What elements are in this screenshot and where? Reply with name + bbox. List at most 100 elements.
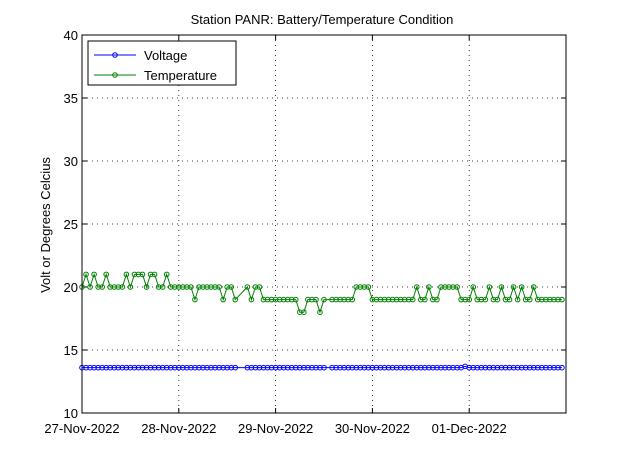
x-tick-label: 27-Nov-2022: [44, 421, 119, 436]
voltage-point: [494, 364, 501, 371]
voltage-point: [95, 364, 101, 371]
temperature-point: [462, 296, 468, 303]
temperature-point: [244, 284, 251, 290]
voltage-point: [381, 364, 388, 371]
temperature-point: [361, 284, 368, 290]
temperature-point: [284, 296, 291, 303]
temperature-point: [83, 271, 89, 278]
voltage-point: [450, 364, 456, 371]
temperature-point: [357, 284, 364, 290]
voltage-point: [139, 364, 146, 371]
temperature-point: [212, 284, 218, 290]
temperature-point: [220, 296, 226, 303]
voltage-point: [337, 364, 343, 371]
voltage-point: [426, 364, 432, 371]
voltage-point: [127, 364, 134, 371]
voltage-point: [264, 364, 271, 371]
temperature-point: [180, 284, 186, 290]
voltage-point: [530, 364, 537, 371]
y-tick-label: 40: [64, 28, 78, 43]
x-tick-label: 30-Nov-2022: [335, 421, 410, 436]
temperature-point: [413, 284, 420, 290]
temperature-point: [353, 284, 360, 290]
voltage-point: [353, 364, 360, 371]
y-tick-label: 30: [64, 154, 78, 169]
temperature-point: [486, 284, 493, 290]
voltage-point: [171, 364, 178, 371]
temperature-point: [401, 296, 408, 303]
voltage-point: [405, 364, 412, 371]
voltage-point: [107, 364, 114, 371]
voltage-point: [413, 364, 420, 371]
temperature-point: [127, 284, 134, 290]
temperature-point: [534, 296, 541, 303]
y-tick-label: 20: [64, 280, 78, 295]
voltage-point: [446, 364, 452, 371]
voltage-point: [151, 364, 158, 371]
temperature-point: [292, 296, 299, 303]
voltage-point: [284, 364, 291, 371]
voltage-point: [87, 364, 93, 371]
temperature-point: [208, 284, 214, 290]
temperature-point: [321, 296, 327, 303]
voltage-point: [248, 364, 255, 371]
temperature-point: [450, 284, 456, 290]
temperature-point: [272, 296, 279, 303]
legend-label: Voltage: [144, 48, 187, 63]
voltage-point: [551, 364, 557, 371]
temperature-point: [252, 284, 259, 290]
voltage-point: [212, 364, 218, 371]
temperature-point: [297, 309, 303, 316]
temperature-point: [547, 296, 553, 303]
voltage-point: [482, 364, 489, 371]
temperature-point: [514, 296, 521, 303]
temperature-point: [397, 296, 404, 303]
y-tick-label: 35: [64, 91, 78, 106]
temperature-point: [474, 296, 481, 303]
voltage-point: [543, 364, 549, 371]
temperature-point: [434, 296, 440, 303]
voltage-point: [377, 364, 384, 371]
voltage-point: [196, 364, 202, 371]
temperature-point: [551, 296, 557, 303]
temperature-point: [446, 284, 452, 290]
voltage-point: [268, 364, 275, 371]
temperature-point: [454, 284, 460, 290]
temperature-point: [232, 296, 239, 303]
temperature-point: [349, 296, 356, 303]
voltage-point: [329, 364, 335, 371]
temperature-point: [418, 296, 424, 303]
temperature-point: [200, 284, 206, 290]
voltage-point: [385, 364, 392, 371]
temperature-point: [256, 284, 263, 290]
voltage-point: [518, 364, 525, 371]
temperature-point: [91, 271, 97, 278]
temperature-point: [329, 296, 335, 303]
voltage-point: [401, 364, 408, 371]
voltage-point: [135, 364, 142, 371]
temperature-point: [377, 296, 384, 303]
temperature-point: [369, 296, 376, 303]
temperature-point: [143, 284, 150, 290]
voltage-point: [99, 364, 105, 371]
voltage-point: [438, 364, 444, 371]
temperature-point: [405, 296, 412, 303]
temperature-point: [506, 296, 513, 303]
legend-label: Temperature: [144, 68, 217, 83]
temperature-point: [268, 296, 275, 303]
temperature-point: [147, 271, 154, 278]
temperature-point: [260, 296, 267, 303]
temperature-point: [301, 309, 307, 316]
voltage-point: [188, 364, 194, 371]
temperature-point: [305, 296, 311, 303]
temperature-point: [159, 284, 166, 290]
temperature-point: [341, 296, 347, 303]
voltage-point: [200, 364, 206, 371]
temperature-point: [422, 296, 428, 303]
voltage-point: [147, 364, 154, 371]
temperature-point: [115, 284, 122, 290]
voltage-point: [454, 364, 460, 371]
temperature-point: [99, 284, 105, 290]
voltage-point: [357, 364, 364, 371]
temperature-point: [518, 284, 525, 290]
